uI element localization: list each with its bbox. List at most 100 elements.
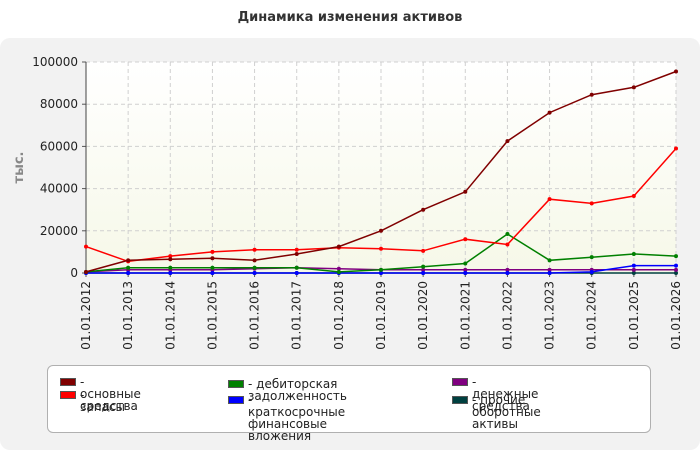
x-tick-label: 01.01.2019 bbox=[374, 281, 388, 350]
data-point bbox=[547, 197, 552, 202]
x-tick-label: 01.01.2012 bbox=[79, 281, 93, 350]
data-point bbox=[631, 252, 636, 257]
legend-label: - прочие оборотные активы bbox=[472, 393, 541, 431]
legend: - основные средства - запасы - дебиторск… bbox=[47, 365, 651, 442]
data-point bbox=[547, 258, 552, 263]
y-tick-label: 60000 bbox=[40, 139, 78, 153]
data-point bbox=[210, 249, 215, 254]
data-point bbox=[336, 244, 341, 249]
data-point bbox=[505, 231, 510, 236]
y-tick-label: 80000 bbox=[40, 97, 78, 111]
data-point bbox=[505, 267, 510, 272]
data-point bbox=[589, 92, 594, 97]
data-point bbox=[168, 271, 173, 275]
data-point bbox=[463, 267, 468, 272]
legend-swatch bbox=[452, 378, 468, 386]
data-point bbox=[674, 267, 678, 272]
y-axis-label: тыс. bbox=[12, 152, 27, 184]
data-point bbox=[421, 248, 426, 253]
data-point bbox=[421, 271, 426, 275]
data-point bbox=[126, 258, 131, 263]
data-point bbox=[421, 207, 426, 212]
x-tick-label: 01.01.2014 bbox=[163, 281, 177, 350]
data-point bbox=[294, 247, 299, 252]
data-point bbox=[674, 69, 678, 74]
data-point bbox=[463, 237, 468, 242]
data-point bbox=[84, 244, 88, 249]
x-tick-label: 01.01.2025 bbox=[627, 281, 641, 350]
data-point bbox=[168, 257, 173, 262]
chart-title: Динамика изменения активов bbox=[237, 10, 463, 25]
data-point bbox=[547, 271, 552, 275]
data-point bbox=[252, 271, 257, 275]
x-tick-label: 01.01.2026 bbox=[669, 281, 683, 350]
y-tick-label: 20000 bbox=[40, 224, 78, 238]
x-tick-label: 01.01.2016 bbox=[248, 281, 262, 350]
legend-swatch bbox=[60, 378, 76, 386]
data-point bbox=[589, 201, 594, 206]
data-point bbox=[379, 267, 383, 272]
data-point bbox=[505, 139, 510, 144]
legend-label: - дебиторская задолженность bbox=[248, 377, 347, 403]
x-tick-label: 01.01.2024 bbox=[585, 281, 599, 350]
data-point bbox=[674, 271, 678, 275]
data-point bbox=[589, 255, 594, 260]
data-point bbox=[463, 271, 468, 275]
data-point bbox=[168, 265, 173, 270]
data-point bbox=[210, 271, 215, 275]
data-point bbox=[379, 246, 383, 251]
x-tick-label: 01.01.2023 bbox=[543, 281, 557, 350]
x-tick-label: 01.01.2013 bbox=[121, 281, 135, 350]
data-point bbox=[294, 271, 299, 275]
data-point bbox=[674, 254, 678, 259]
x-tick-label: 01.01.2018 bbox=[332, 281, 346, 350]
data-point bbox=[505, 242, 510, 247]
data-point bbox=[421, 264, 426, 269]
data-point bbox=[463, 189, 468, 194]
data-point bbox=[589, 269, 594, 274]
data-point bbox=[379, 228, 383, 233]
data-point bbox=[252, 247, 257, 252]
x-tick-label: 01.01.2020 bbox=[416, 281, 430, 350]
x-tick-label: 01.01.2015 bbox=[205, 281, 219, 350]
data-point bbox=[631, 263, 636, 268]
data-point bbox=[336, 266, 341, 271]
legend-label: - краткосрочные финансовые вложения bbox=[248, 393, 346, 443]
legend-swatch bbox=[228, 396, 244, 404]
legend-swatch bbox=[60, 391, 76, 399]
data-point bbox=[674, 146, 678, 151]
data-point bbox=[379, 271, 383, 275]
data-point bbox=[210, 256, 215, 261]
y-tick-label: 100000 bbox=[32, 55, 78, 69]
data-point bbox=[252, 265, 257, 270]
data-point bbox=[84, 269, 88, 274]
data-point bbox=[631, 193, 636, 198]
y-tick-label: 40000 bbox=[40, 182, 78, 196]
data-point bbox=[168, 254, 173, 259]
data-point bbox=[336, 269, 341, 274]
x-tick-label: 01.01.2022 bbox=[500, 281, 514, 350]
data-point bbox=[294, 252, 299, 257]
data-point bbox=[547, 110, 552, 115]
data-point bbox=[294, 265, 299, 270]
data-point bbox=[631, 271, 636, 275]
legend-label: - основные средства bbox=[80, 375, 141, 413]
data-point bbox=[252, 258, 257, 263]
data-point bbox=[547, 267, 552, 272]
data-point bbox=[210, 265, 215, 270]
data-point bbox=[421, 267, 426, 272]
x-tick-label: 01.01.2017 bbox=[290, 281, 304, 350]
data-point bbox=[631, 267, 636, 272]
legend-swatch bbox=[452, 396, 468, 404]
data-point bbox=[463, 261, 468, 266]
legend-label: - запасы bbox=[80, 388, 126, 414]
data-point bbox=[505, 271, 510, 275]
data-point bbox=[674, 263, 678, 268]
data-point bbox=[126, 265, 131, 270]
data-point bbox=[631, 85, 636, 90]
y-tick-label: 0 bbox=[70, 266, 78, 280]
legend-label: - денежные средства bbox=[472, 375, 539, 413]
data-point bbox=[126, 271, 131, 275]
x-tick-label: 01.01.2021 bbox=[458, 281, 472, 350]
